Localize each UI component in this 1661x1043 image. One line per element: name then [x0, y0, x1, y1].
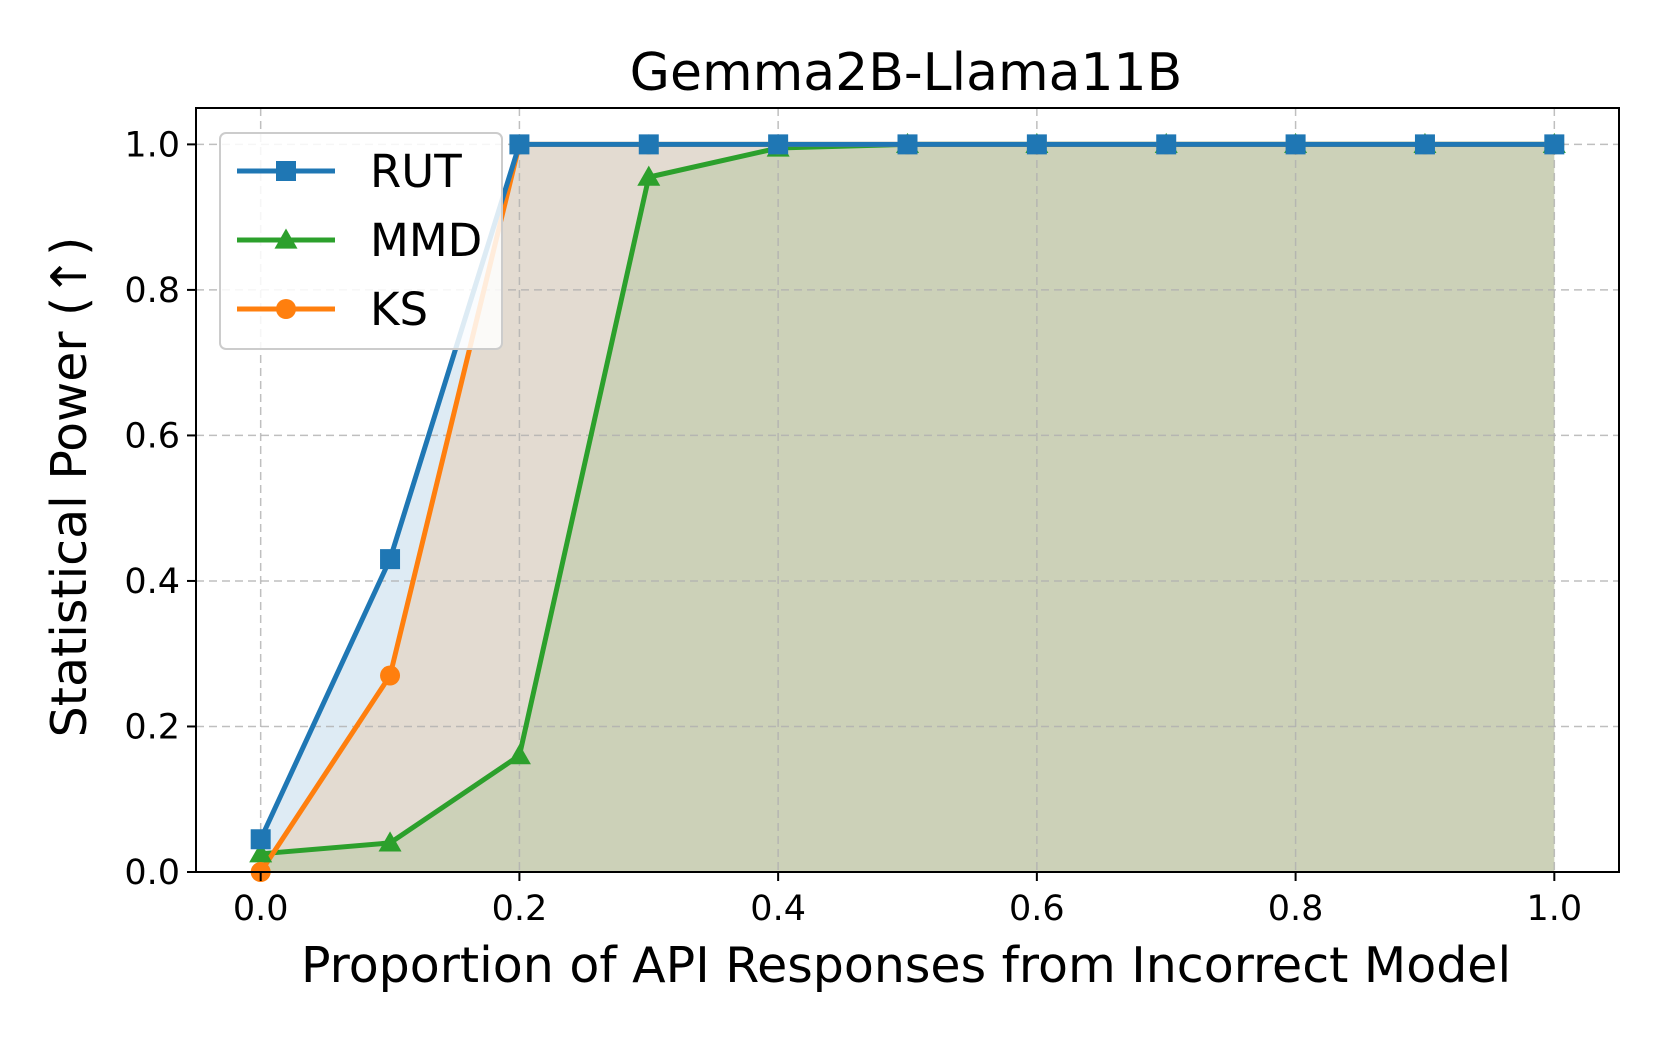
area-fill-ks [260, 144, 1555, 872]
data-point-mmd [637, 165, 661, 186]
data-point-rut [768, 134, 789, 155]
legend-box [219, 132, 503, 350]
data-point-rut [1026, 134, 1047, 155]
data-point-rut [1414, 134, 1435, 155]
data-point-rut [250, 829, 271, 850]
x-tick-label: 0.0 [233, 889, 289, 929]
legend-marker-mmd [274, 228, 298, 249]
x-axis-label: Proportion of API Responses from Incorre… [301, 937, 1511, 994]
y-tick-label: 0.8 [124, 271, 180, 311]
y-tick-label: 0.2 [124, 707, 180, 747]
data-point-mmd [249, 842, 273, 863]
y-tick-label: 0.6 [124, 416, 180, 456]
legend-label-ks: KS [370, 283, 428, 336]
legend-label-rut: RUT [370, 145, 462, 198]
x-tick-label: 0.8 [1268, 889, 1324, 929]
data-point-ks [380, 665, 401, 686]
data-point-rut [380, 549, 401, 570]
x-tick-label: 0.4 [750, 889, 806, 929]
chart-title: Gemma2B-Llama11B [630, 43, 1183, 103]
area-fill-mmd [260, 144, 1555, 872]
data-point-rut [1544, 134, 1565, 155]
data-point-rut [1156, 134, 1177, 155]
legend: RUT MMD KS [219, 132, 503, 350]
legend-marker-ks [276, 299, 296, 319]
data-point-mmd [378, 831, 402, 852]
plot-frame [195, 107, 1620, 873]
data-point-rut [1285, 134, 1306, 155]
x-tick-label: 1.0 [1526, 889, 1582, 929]
y-tick-label: 1.0 [124, 125, 180, 165]
data-point-rut [638, 134, 659, 155]
legend-label-mmd: MMD [370, 214, 482, 267]
legend-marker-rut [276, 161, 296, 181]
area-fills [260, 144, 1555, 872]
data-point-mmd [507, 744, 531, 765]
y-tick-label: 0.4 [124, 562, 180, 602]
data-point-rut [509, 134, 530, 155]
x-tick-label: 0.2 [492, 889, 548, 929]
series-markers [249, 132, 1566, 882]
data-point-rut [897, 134, 918, 155]
area-fill-rut [260, 144, 1555, 872]
axis-ticks: 0.0 0.2 0.4 0.6 0.8 1.0 0.0 0.2 0.4 0.6 0.8 1.0 [124, 125, 1582, 929]
y-tick-label: 0.0 [124, 853, 180, 893]
x-tick-label: 0.6 [1009, 889, 1065, 929]
y-axis-label: Statistical Power (↑) [41, 237, 98, 738]
